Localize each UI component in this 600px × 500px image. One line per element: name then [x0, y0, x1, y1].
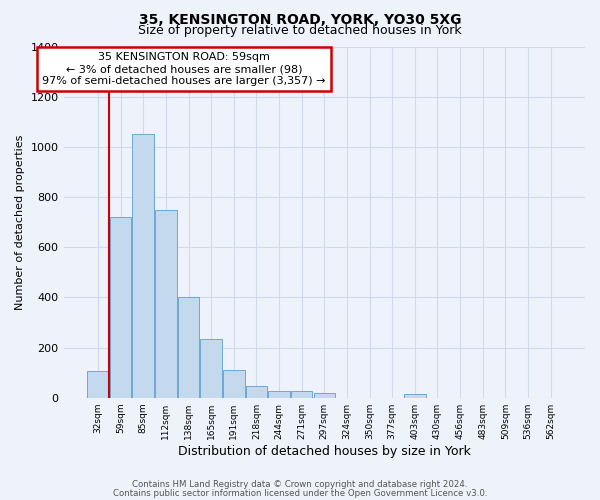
Bar — [268, 392, 290, 398]
Bar — [223, 370, 245, 398]
Bar — [404, 394, 425, 398]
X-axis label: Distribution of detached houses by size in York: Distribution of detached houses by size … — [178, 444, 471, 458]
Text: Size of property relative to detached houses in York: Size of property relative to detached ho… — [138, 24, 462, 37]
Bar — [314, 393, 335, 398]
Text: Contains HM Land Registry data © Crown copyright and database right 2024.: Contains HM Land Registry data © Crown c… — [132, 480, 468, 489]
Bar — [110, 217, 131, 398]
Bar — [200, 339, 222, 398]
Bar — [87, 371, 109, 398]
Bar — [133, 134, 154, 398]
Text: Contains public sector information licensed under the Open Government Licence v3: Contains public sector information licen… — [113, 488, 487, 498]
Text: 35, KENSINGTON ROAD, YORK, YO30 5XG: 35, KENSINGTON ROAD, YORK, YO30 5XG — [139, 12, 461, 26]
Y-axis label: Number of detached properties: Number of detached properties — [15, 134, 25, 310]
Bar — [245, 386, 267, 398]
Bar — [155, 210, 176, 398]
Bar — [178, 298, 199, 398]
Text: 35 KENSINGTON ROAD: 59sqm
← 3% of detached houses are smaller (98)
97% of semi-d: 35 KENSINGTON ROAD: 59sqm ← 3% of detach… — [42, 52, 326, 86]
Bar — [291, 391, 313, 398]
